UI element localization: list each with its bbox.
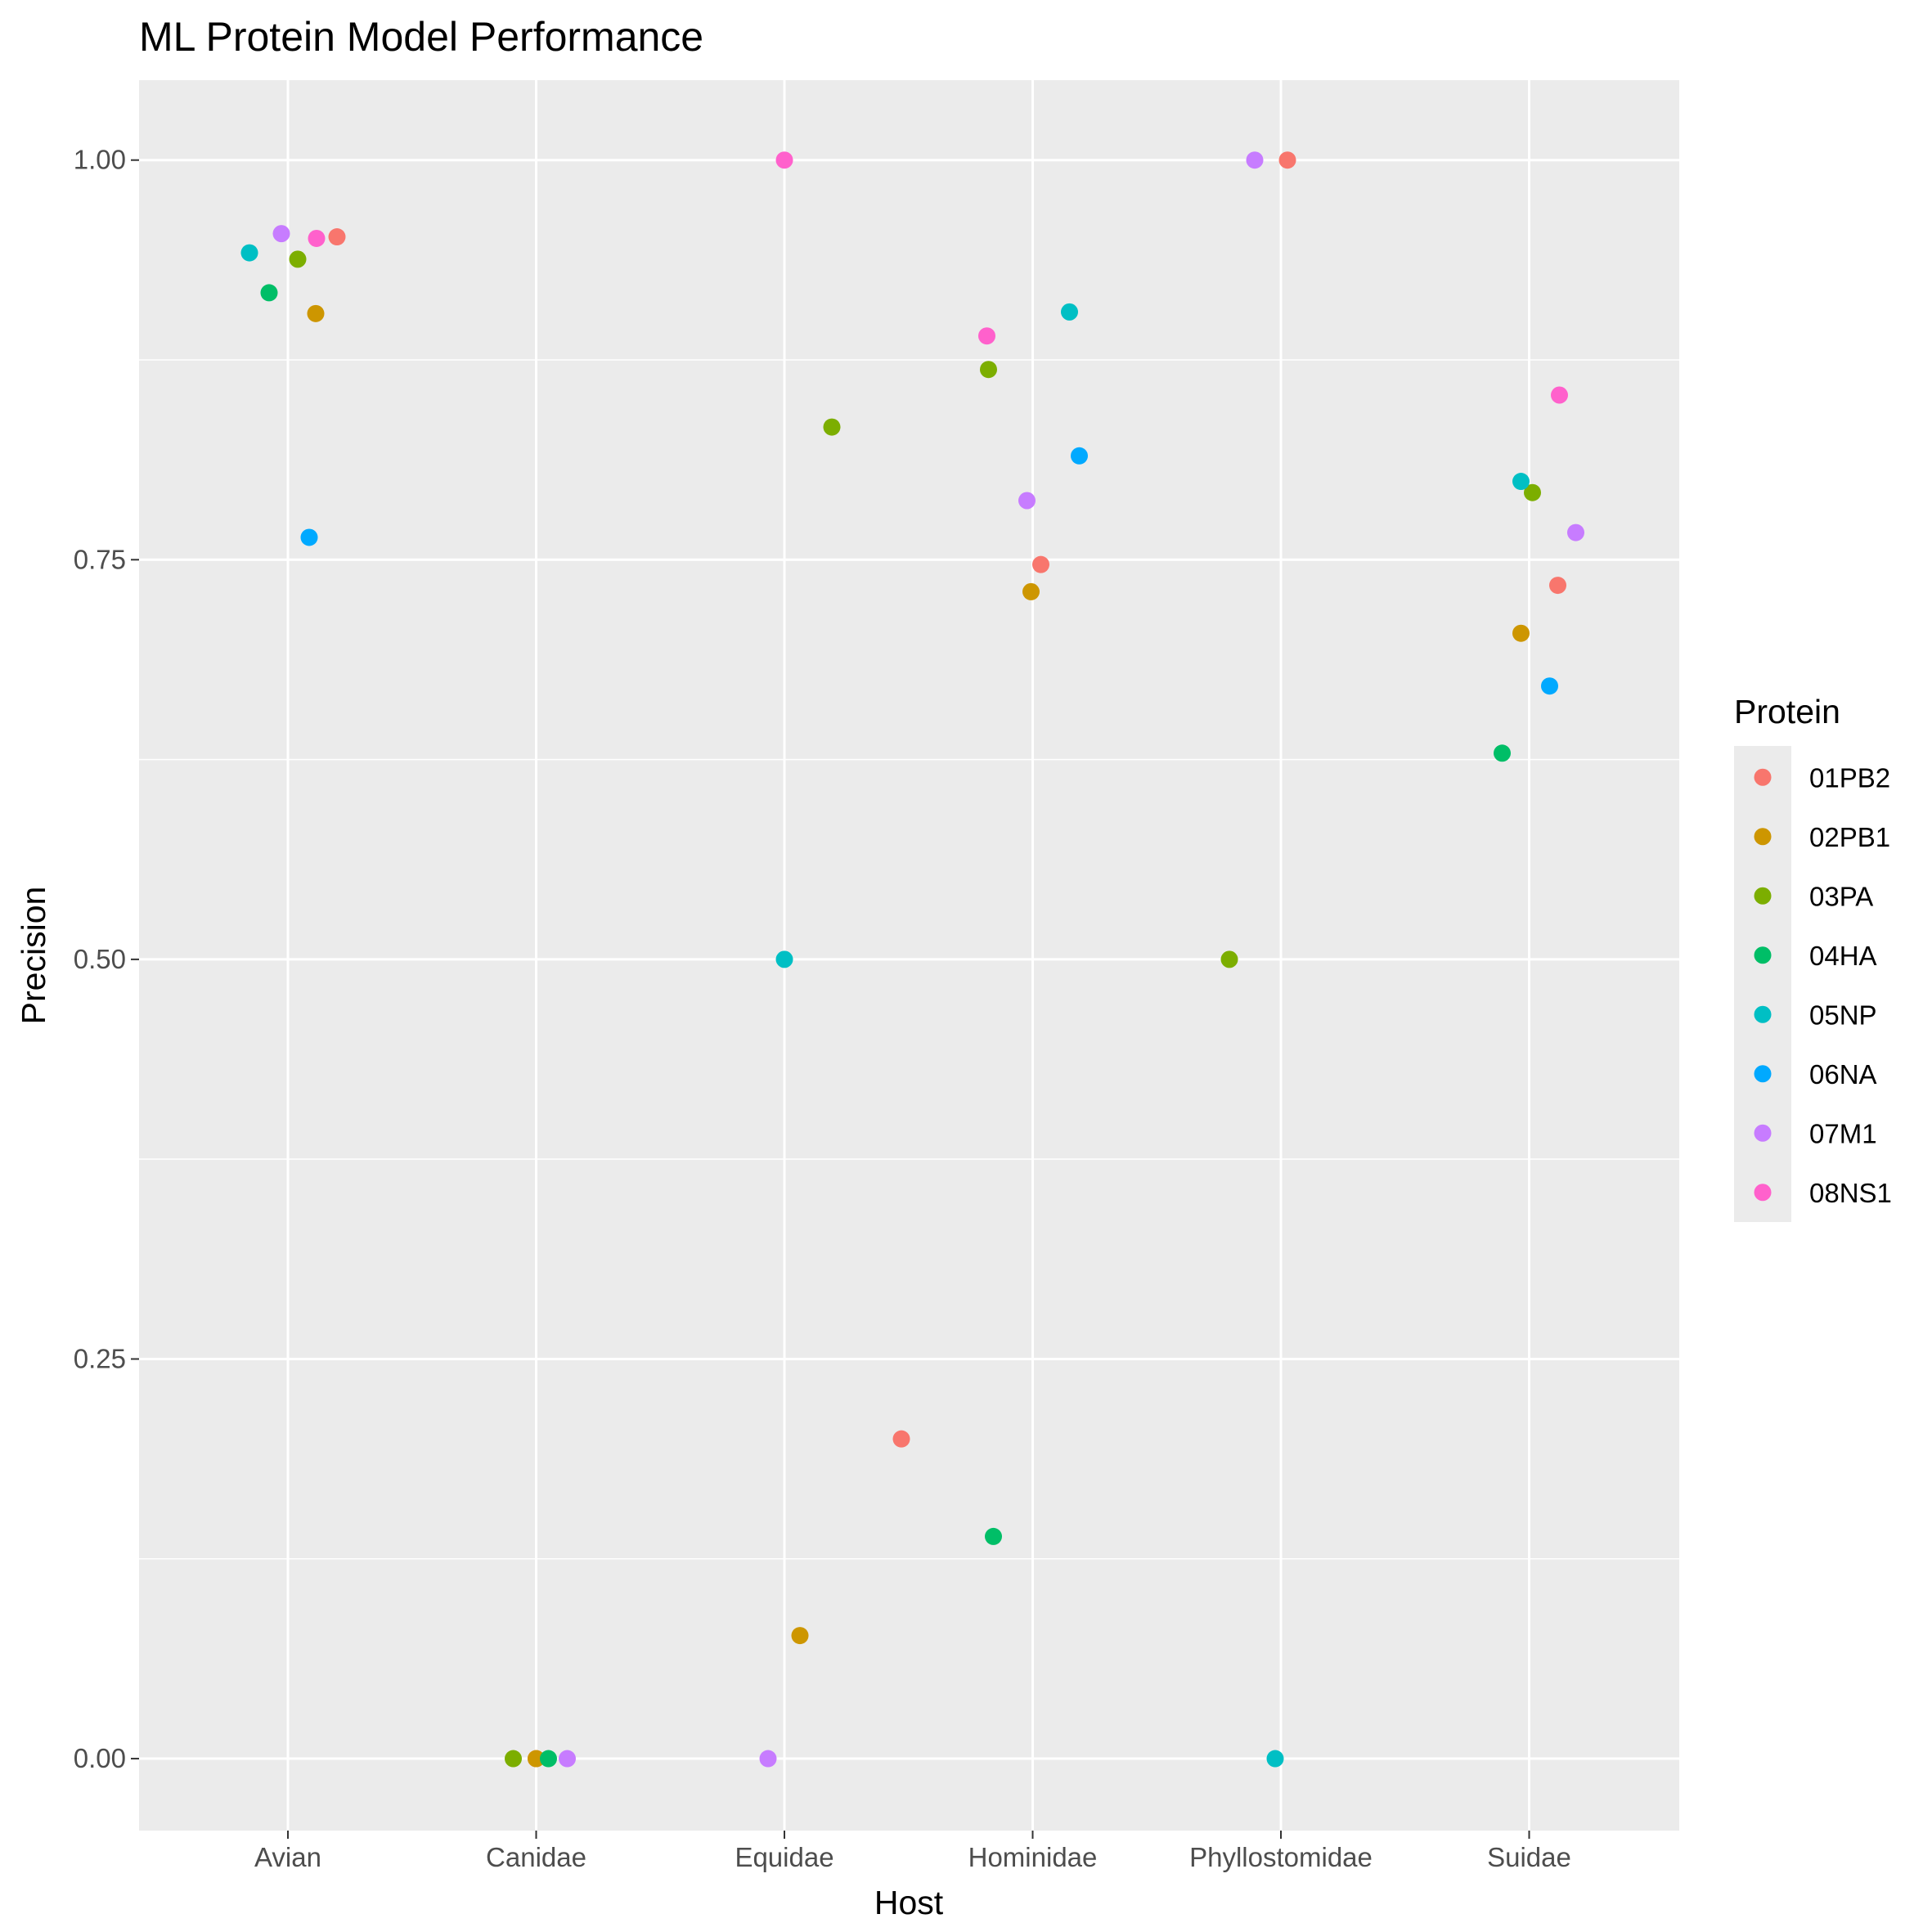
data-point-03pa-canidae (505, 1750, 522, 1768)
legend-key-05np (1754, 1005, 1772, 1023)
data-point-04ha-hominidae (985, 1527, 1002, 1545)
legend-label-07m1: 07M1 (1809, 1118, 1877, 1148)
x-tick-label: Equidae (735, 1842, 833, 1872)
legend-label-08ns1: 08NS1 (1809, 1178, 1892, 1208)
legend-label-03pa: 03PA (1809, 881, 1873, 911)
x-tick-label: Suidae (1487, 1842, 1571, 1872)
data-point-01pb2-suidae (1549, 577, 1566, 595)
data-point-03pa-equidae (823, 418, 841, 436)
x-axis: Avian Canidae Equidae Hominidae Phyllostomid… (254, 1831, 1571, 1872)
legend-label-05np: 05NP (1809, 1000, 1877, 1030)
legend: Protein 01PB2 02PB1 03PA 04HA 05NP 06NA 07M1 08… (1734, 693, 1892, 1222)
data-point-08ns1-avian (308, 229, 326, 247)
x-axis-title: Host (874, 1884, 944, 1921)
data-points (240, 151, 1584, 1768)
y-tick-label: 0.25 (74, 1343, 126, 1373)
legend-key-06na (1754, 1065, 1772, 1083)
y-axis-title: Precision (15, 887, 52, 1025)
plot-panel (139, 80, 1679, 1831)
data-point-06na-suidae (1541, 677, 1558, 695)
data-point-02pb1-equidae (791, 1627, 809, 1645)
data-point-06na-avian (300, 528, 318, 546)
major-gridlines (139, 80, 1679, 1831)
x-tick-label: Phyllostomidae (1189, 1842, 1373, 1872)
data-point-03pa-avian (289, 250, 307, 268)
data-point-02pb1-avian (307, 304, 325, 322)
y-tick-label: 0.50 (74, 944, 126, 974)
legend-key-07m1 (1754, 1124, 1772, 1142)
data-point-07m1-avian (272, 225, 290, 243)
data-point-05np-avian (240, 244, 258, 262)
data-point-07m1-suidae (1567, 523, 1584, 541)
minor-gridlines (139, 359, 1679, 1560)
data-point-01pb2-phyllostomidae (1278, 151, 1296, 169)
data-point-07m1-canidae (559, 1750, 576, 1768)
data-point-01pb2-avian (328, 228, 346, 246)
x-tick-label: Avian (254, 1842, 321, 1872)
legend-title: Protein (1734, 693, 1840, 730)
legend-key-08ns1 (1754, 1184, 1772, 1202)
y-axis: 0.00 0.25 0.50 0.75 1.00 (74, 145, 139, 1773)
legend-label-06na: 06NA (1809, 1059, 1877, 1090)
y-tick-label: 1.00 (74, 145, 126, 175)
legend-label-02pb1: 02PB1 (1809, 822, 1890, 852)
legend-key-03pa (1754, 887, 1772, 905)
y-tick-label: 0.00 (74, 1743, 126, 1773)
data-point-01pb2-hominidae (1032, 555, 1049, 573)
y-tick-label: 0.75 (74, 544, 126, 574)
data-point-03pa-phyllostomidae (1220, 950, 1238, 968)
legend-label-04ha: 04HA (1809, 941, 1877, 971)
data-point-08ns1-hominidae (978, 327, 995, 345)
data-point-08ns1-equidae (775, 151, 793, 169)
data-point-03pa-hominidae (980, 361, 997, 379)
data-point-02pb1-hominidae (1022, 582, 1040, 600)
data-point-08ns1-suidae (1551, 386, 1568, 404)
legend-key-01pb2 (1754, 768, 1772, 786)
legend-key-02pb1 (1754, 828, 1772, 846)
data-point-07m1-hominidae (1018, 492, 1036, 510)
data-point-05np-suidae (1512, 473, 1530, 491)
data-point-04ha-avian (260, 284, 278, 302)
data-point-07m1-phyllostomidae (1246, 151, 1264, 169)
data-point-02pb1-suidae (1512, 624, 1530, 642)
data-point-02pb1-canidae (528, 1750, 545, 1768)
legend-key-background (1734, 746, 1791, 1222)
data-point-07m1-equidae (759, 1750, 777, 1768)
data-point-05np-equidae (775, 950, 793, 968)
data-point-05np-hominidae (1061, 303, 1078, 321)
data-point-05np-phyllostomidae (1266, 1750, 1284, 1768)
data-point-01pb2-equidae (892, 1430, 910, 1448)
chart-title: ML Protein Model Performance (139, 14, 703, 60)
data-point-06na-hominidae (1071, 447, 1088, 465)
x-tick-label: Hominidae (968, 1842, 1098, 1872)
data-point-04ha-suidae (1494, 744, 1511, 762)
x-tick-label: Canidae (486, 1842, 586, 1872)
legend-label-01pb2: 01PB2 (1809, 762, 1890, 793)
legend-key-04ha (1754, 946, 1772, 964)
data-point-03pa-suidae (1524, 483, 1541, 501)
data-point-04ha-canidae (540, 1750, 557, 1768)
